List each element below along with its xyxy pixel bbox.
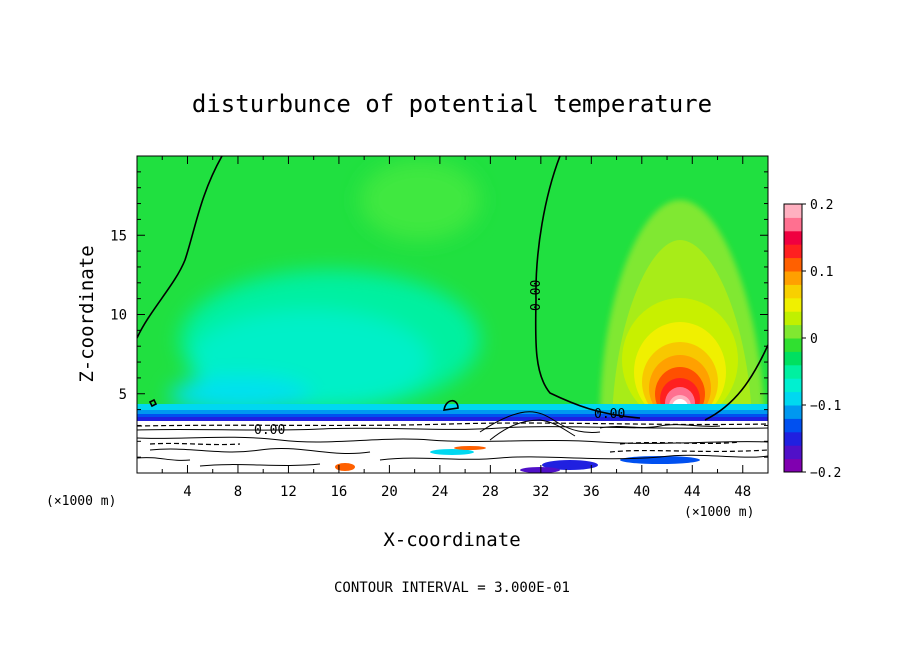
colorbar-segment <box>784 311 802 326</box>
cool-region-upper-left <box>170 160 480 413</box>
colorbar-segment <box>784 271 802 285</box>
colorbar-tick-label: −0.1 <box>810 399 841 414</box>
x-tick-label: 12 <box>280 484 297 500</box>
contour-interval-text: CONTOUR INTERVAL = 3.000E-01 <box>334 580 570 596</box>
colorbar-segment <box>784 338 802 352</box>
colorbar-segment <box>784 244 802 259</box>
x-tick-label: 36 <box>583 484 600 500</box>
y-axis-ticks: 5 10 15 <box>110 171 768 458</box>
contour-lines-dashed <box>137 422 768 453</box>
contour-label-right: 0.00 <box>594 407 625 422</box>
colorbar-segment <box>784 418 802 433</box>
x-tick-label: 44 <box>684 484 701 500</box>
colorbar-segment <box>784 431 802 446</box>
colorbar-segment <box>784 297 802 312</box>
colorbar-segment <box>784 324 802 339</box>
contour-tiny <box>148 398 158 408</box>
colorbar-tick-label: −0.2 <box>810 466 841 481</box>
colorbar-tick-label: 0.1 <box>810 265 833 280</box>
colorbar-segment <box>784 405 802 419</box>
x-tick-label: 40 <box>633 484 650 500</box>
x-unit-label-right: (×1000 m) <box>684 505 754 520</box>
lower-patches <box>335 446 700 473</box>
contour-label-middle: 0.00 <box>529 280 544 311</box>
x-tick-label: 28 <box>482 484 499 500</box>
colorbar-segment <box>784 257 802 272</box>
x-tick-label: 24 <box>431 484 448 500</box>
colorbar-segment <box>784 284 802 299</box>
colorbar-tick-label: 0.2 <box>810 198 833 213</box>
y-tick-label: 10 <box>110 308 127 324</box>
zero-contour-middle <box>534 156 641 419</box>
x-tick-label: 4 <box>183 484 191 500</box>
contour-lines <box>137 156 768 421</box>
x-tick-label: 48 <box>734 484 751 500</box>
colorbar-segment <box>784 445 802 460</box>
x-tick-label: 32 <box>532 484 549 500</box>
y-tick-label: 15 <box>110 228 127 244</box>
x-tick-label: 20 <box>381 484 398 500</box>
x-axis-label: X-coordinate <box>383 529 520 551</box>
chart-title: disturbunce of potential temperature <box>192 90 712 118</box>
contour-label-lower-left: 0.00 <box>254 423 285 438</box>
x-axis-ticks: 4 8 12 16 20 24 28 32 36 40 44 48 <box>161 156 751 500</box>
zero-contour-left <box>137 156 223 339</box>
colorbar-segment <box>784 458 802 473</box>
y-tick-label: 5 <box>119 387 127 403</box>
plot-area: 0.00 0.00 0.00 <box>137 156 768 473</box>
colorbar-segment <box>784 204 802 218</box>
contour-closed-small <box>443 399 459 411</box>
colorbar-segment <box>784 364 802 379</box>
x-tick-label: 16 <box>330 484 347 500</box>
colorbar-ticks: 0.2 0.1 0 −0.1 −0.2 <box>802 198 841 481</box>
contour-labels: 0.00 0.00 0.00 <box>254 280 625 438</box>
colorbar-segment <box>784 391 802 406</box>
colorbar-segment <box>784 351 802 366</box>
colorbar-segment <box>784 378 802 393</box>
colorbar-segment <box>784 230 802 245</box>
zero-contour-right <box>704 344 768 421</box>
colorbar <box>784 204 802 473</box>
colorbar-segment <box>784 217 802 232</box>
y-axis-label: Z-coordinate <box>76 245 98 382</box>
contour-lines-lower <box>137 411 768 467</box>
x-unit-label-left: (×1000 m) <box>46 494 116 509</box>
colorbar-tick-label: 0 <box>810 332 818 347</box>
x-tick-label: 8 <box>234 484 242 500</box>
